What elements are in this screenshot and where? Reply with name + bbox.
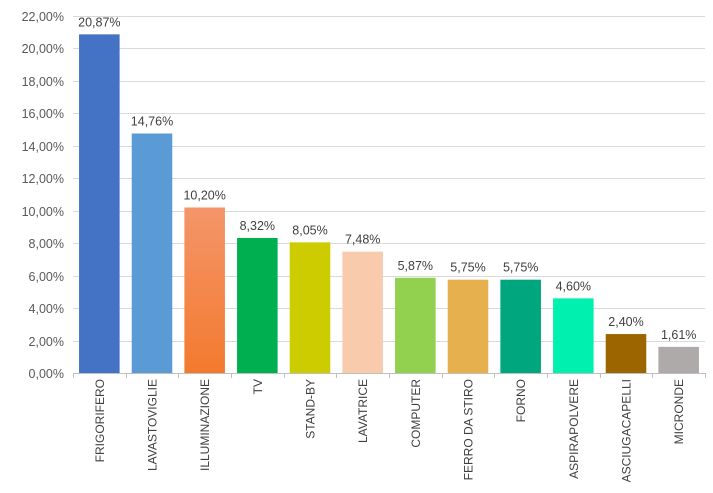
data-label: 20,87% xyxy=(78,15,120,29)
y-tick-label: 2,00% xyxy=(29,335,64,349)
bar-lavatrice xyxy=(342,251,383,373)
y-tick-label: 14,00% xyxy=(22,140,64,154)
bar-ferro-da-stiro xyxy=(447,279,489,373)
data-label: 10,20% xyxy=(183,188,225,202)
data-label: 8,05% xyxy=(292,223,327,237)
data-label: 5,75% xyxy=(450,261,485,275)
y-tick-label: 6,00% xyxy=(29,270,64,284)
x-category-label: FRIGORIFERO xyxy=(93,379,107,462)
x-category-label: ASCIUGACAPELLI xyxy=(620,379,634,482)
y-tick-label: 20,00% xyxy=(22,42,64,56)
bar-stand-by xyxy=(289,242,331,373)
y-axis-tick-labels: 0,00% 2,00% 4,00% 6,00% 8,00% 10,00% 12,00% 14,… xyxy=(22,10,64,381)
data-labels: 20,87% 14,76% 10,20% 8,32% 8,05% 7,48% 5,87% 5,… xyxy=(78,15,696,342)
x-category-label: LAVASTOVIGLIE xyxy=(146,379,160,471)
bar-aspirapolvere xyxy=(553,298,594,373)
data-label: 1,61% xyxy=(661,328,696,342)
bar-tv xyxy=(237,237,278,373)
bar-micronde xyxy=(658,346,699,373)
x-category-label: FORNO xyxy=(514,379,528,422)
data-label: 5,75% xyxy=(503,261,538,275)
y-tick-label: 8,00% xyxy=(29,237,64,251)
x-category-label: LAVATRICE xyxy=(356,379,370,443)
y-tick-label: 18,00% xyxy=(22,75,64,89)
x-category-label: TV xyxy=(251,379,265,394)
y-tick-label: 22,00% xyxy=(22,10,64,24)
y-tick-label: 10,00% xyxy=(22,205,64,219)
bar-forno xyxy=(500,279,541,373)
bars xyxy=(79,34,699,374)
gridlines xyxy=(73,16,705,342)
bar-asciugacapelli xyxy=(605,334,647,373)
data-label: 14,76% xyxy=(131,114,173,128)
x-category-label: STAND-BY xyxy=(304,379,318,439)
data-label: 5,87% xyxy=(398,259,433,273)
x-category-label: COMPUTER xyxy=(409,379,423,448)
x-category-label: MICRONDE xyxy=(672,379,686,444)
bar-computer xyxy=(395,277,436,373)
y-tick-label: 4,00% xyxy=(29,302,64,316)
bar-frigorifero xyxy=(79,34,120,374)
y-tick-label: 16,00% xyxy=(22,107,64,121)
data-label: 2,40% xyxy=(608,315,643,329)
y-tick-label: 12,00% xyxy=(22,172,64,186)
x-category-label: FERRO DA STIRO xyxy=(462,379,476,480)
bar-illuminazione xyxy=(184,207,225,373)
data-label: 7,48% xyxy=(345,233,380,247)
x-category-label: ASPIRAPOLVERE xyxy=(567,379,581,479)
data-label: 8,32% xyxy=(240,219,275,233)
x-axis xyxy=(73,373,706,378)
x-category-label: ILLUMINAZIONE xyxy=(198,379,212,471)
bar-lavastoviglie xyxy=(131,133,173,373)
y-tick-label: 0,00% xyxy=(29,367,64,381)
x-axis-category-labels: FRIGORIFERO LAVASTOVIGLIE ILLUMINAZIONE TV S… xyxy=(93,379,686,483)
data-label: 4,60% xyxy=(556,279,591,293)
